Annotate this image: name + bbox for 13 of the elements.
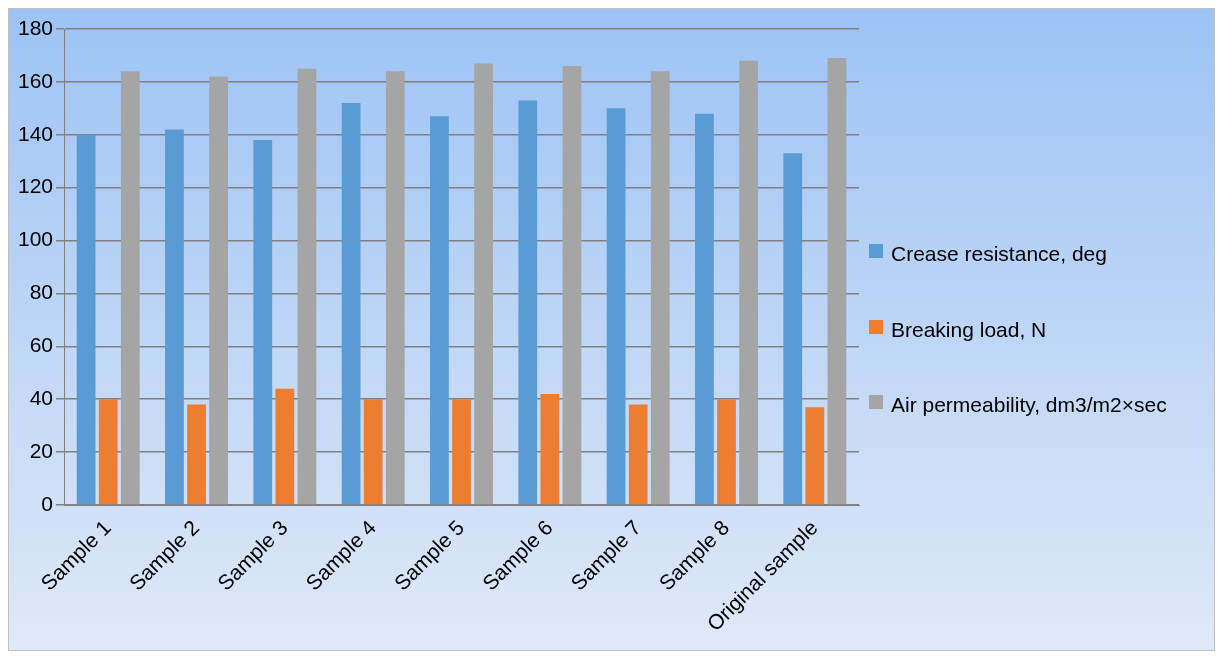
- y-tick-label: 60: [29, 333, 54, 357]
- y-tick-label: 140: [17, 121, 54, 145]
- legend-label: Crease resistance, deg: [891, 241, 1108, 268]
- y-tick-label: 160: [17, 68, 54, 92]
- legend-label: Air permeability, dm3/m2×sec: [891, 392, 1168, 419]
- y-tick-label: 100: [17, 227, 54, 251]
- y-tick-label: 80: [29, 280, 54, 304]
- legend-label: Breaking load, N: [891, 316, 1048, 343]
- y-tick-label: 180: [17, 15, 54, 39]
- y-tick-label: 120: [17, 174, 54, 198]
- y-tick-label: 20: [29, 438, 54, 462]
- y-tick-label: 40: [29, 386, 54, 410]
- y-tick-label: 0: [41, 491, 54, 515]
